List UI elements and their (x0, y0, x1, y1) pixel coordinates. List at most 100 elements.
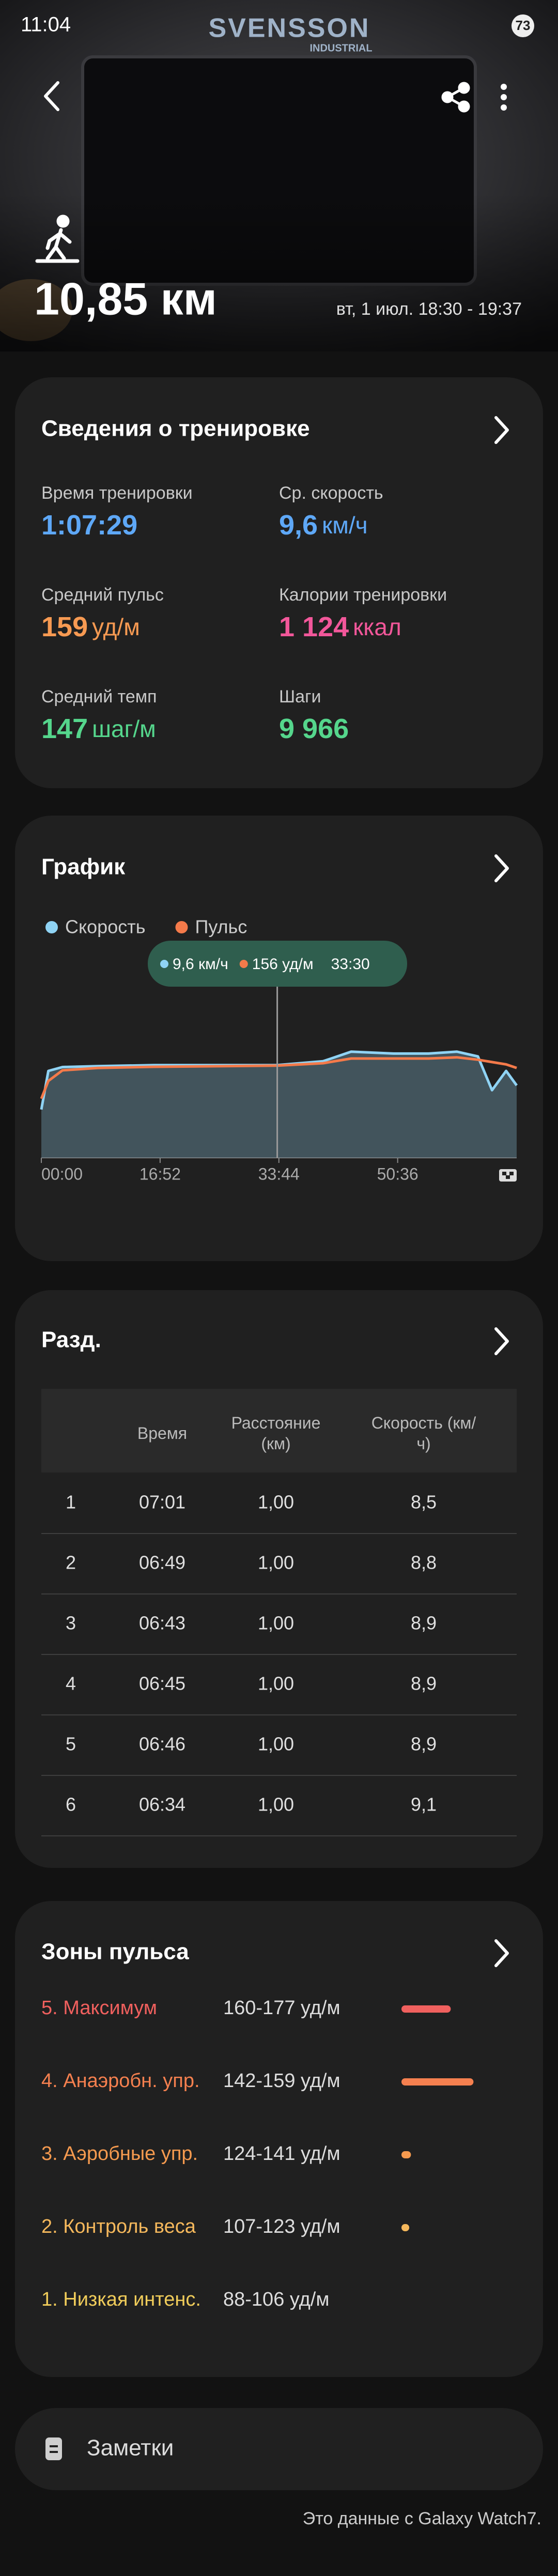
zone-range: 142-159 уд/м (223, 2070, 340, 2092)
speed-area (41, 1051, 517, 1158)
finish-flag (499, 1169, 517, 1182)
workout-date: вт, 1 июл. 18:30 - 19:37 (336, 299, 522, 319)
table-cell: 06:45 (139, 1673, 185, 1694)
zone-range: 107-123 уд/м (223, 2216, 340, 2237)
stat-label: Ср. скорость (279, 483, 383, 503)
stat-number: 159 (41, 611, 88, 642)
stat-value: 147 шаг/м (41, 713, 156, 744)
back-button[interactable] (44, 81, 59, 111)
x-tick-label: 16:52 (140, 1164, 181, 1183)
table-header-text: Расстояние (км) (231, 1414, 321, 1453)
summary-card[interactable] (15, 377, 543, 788)
stat-value: 159 уд/м (41, 611, 140, 642)
stat-value: 1 124 ккал (279, 611, 401, 642)
stat-unit: ккал (353, 614, 401, 640)
table-cell: 1,00 (258, 1492, 294, 1513)
zone-name: 3. Аэробные упр. (41, 2143, 198, 2165)
legend-swatch (45, 921, 58, 933)
card-title: Сведения о тренировке (41, 416, 310, 441)
splits-card[interactable] (15, 1290, 543, 1868)
tooltip-value: 156 уд/м (252, 956, 314, 973)
table-cell: 06:46 (139, 1734, 185, 1755)
stat-number: 147 (41, 713, 88, 744)
table-cell: 6 (66, 1794, 76, 1815)
legend-label: Скорость (65, 916, 145, 938)
table-cell: 2 (66, 1552, 76, 1573)
stat-value: 1:07:29 (41, 510, 137, 541)
stat-unit: км/ч (322, 512, 368, 539)
tooltip-swatch (239, 960, 248, 968)
table-cell: 1,00 (258, 1734, 294, 1755)
table-header-cell: Расстояние (км) (231, 1414, 321, 1453)
table-cell: 1,00 (258, 1673, 294, 1694)
table-cell: 06:34 (139, 1794, 185, 1815)
notes-card[interactable] (15, 2408, 543, 2490)
x-tick-label: 00:00 (41, 1164, 83, 1183)
notes-icon (45, 2437, 62, 2460)
table-cell: 1 (66, 1492, 76, 1513)
zone-name: 2. Контроль веса (41, 2216, 196, 2237)
stat-number: 1 124 (279, 611, 349, 642)
share-button[interactable] (441, 82, 470, 113)
table-cell: 8,9 (411, 1673, 437, 1694)
battery-icon (512, 14, 534, 37)
stat-label: Шаги (279, 687, 321, 707)
zone-range: 88-106 уд/м (223, 2289, 329, 2310)
tooltip (148, 941, 407, 987)
table-cell: 8,9 (411, 1613, 437, 1634)
stat-value: 9,6 км/ч (279, 510, 368, 541)
table-cell: 06:43 (139, 1613, 185, 1634)
table-cell: 5 (66, 1734, 76, 1755)
tooltip-swatch (160, 960, 168, 968)
series-line (40, 1050, 518, 1110)
walking-icon (35, 214, 80, 263)
table-header-cell: Скорость (км/ч) (371, 1414, 476, 1453)
photo-sub-brand: INDUSTRIAL (309, 42, 372, 54)
table-cell: 8,9 (411, 1734, 437, 1755)
chevrons (494, 416, 509, 1967)
x-tick-label: 33:44 (258, 1164, 300, 1183)
zone-name: 5. Максимум (41, 1997, 157, 2019)
battery-level: 73 (516, 18, 531, 33)
stat-value: 9 966 (279, 713, 349, 744)
table-cell: 1,00 (258, 1552, 294, 1573)
table-cell: 4 (66, 1673, 76, 1694)
graph-card[interactable] (15, 816, 543, 1261)
notes-label: Заметки (87, 2435, 174, 2461)
zone-name: 4. Анаэробн. упр. (41, 2070, 200, 2092)
photo-brand: SVENSSON (209, 13, 370, 43)
zone-name: 1. Низкая интенс. (41, 2289, 201, 2310)
stat-number: 1:07:29 (41, 510, 137, 541)
table-header-text: Скорость (км/ч) (371, 1414, 476, 1453)
table-header-bg (41, 1389, 517, 1473)
table-cell: 9,1 (411, 1794, 437, 1815)
table-cell: 06:49 (139, 1552, 185, 1573)
legend-label: Пульс (195, 916, 247, 938)
stat-label: Средний темп (41, 687, 157, 707)
zone-range: 124-141 уд/м (223, 2143, 340, 2165)
stat-label: Средний пульс (41, 585, 164, 605)
card-title: Разд. (41, 1327, 101, 1353)
stat-unit: шаг/м (92, 715, 156, 742)
table-cell: 3 (66, 1613, 76, 1634)
source-note: Это данные с Galaxy Watch7. (303, 2509, 541, 2528)
table-header-cell: Время (137, 1424, 187, 1443)
menu-button[interactable] (501, 84, 507, 111)
series-line (40, 1056, 517, 1099)
table-cell: 1,00 (258, 1794, 294, 1815)
table-cell: 1,00 (258, 1613, 294, 1634)
stat-label: Калории тренировки (279, 585, 447, 605)
status-time: 11:04 (21, 13, 71, 36)
stat-number: 9 966 (279, 713, 349, 744)
legend-swatch (175, 921, 188, 933)
x-tick-label: 50:36 (377, 1164, 419, 1183)
table-cell: 07:01 (139, 1492, 185, 1513)
stat-number: 9,6 (279, 510, 318, 541)
zone-range: 160-177 уд/м (223, 1997, 340, 2019)
distance: 10,85 км (34, 273, 217, 324)
zones-card[interactable] (15, 1901, 543, 2377)
card-title: Зоны пульса (41, 1939, 189, 1965)
tooltip-value: 9,6 км/ч (173, 956, 228, 973)
